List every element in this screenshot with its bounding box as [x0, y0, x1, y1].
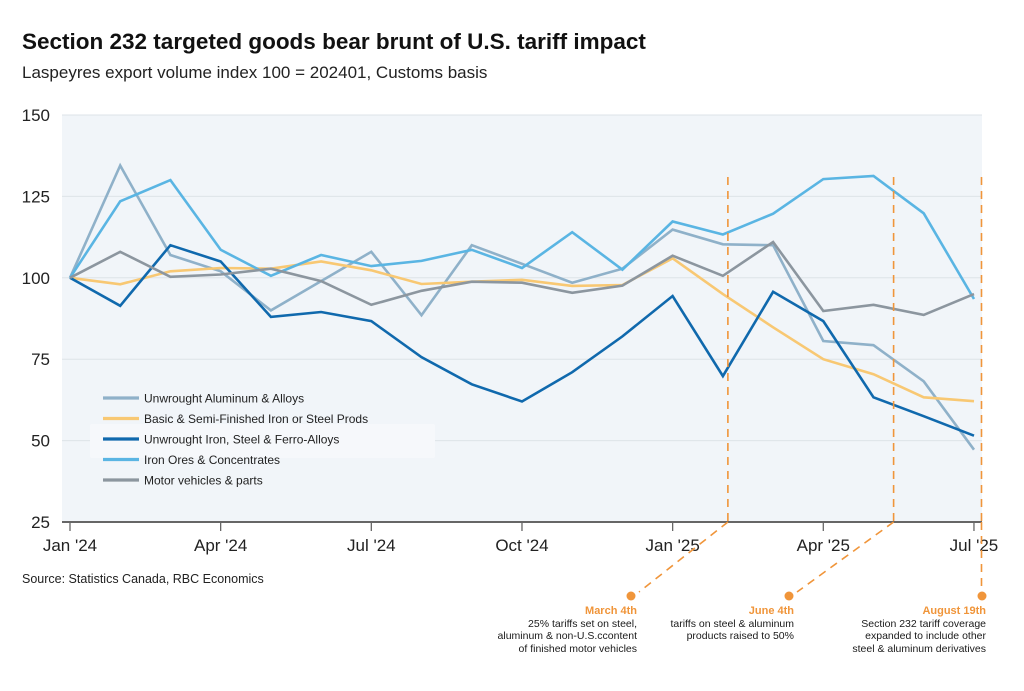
annotation-note: August 19th Section 232 tariff coverage ex…	[852, 605, 986, 655]
annotation-dot	[626, 591, 636, 601]
annotation-note: June 4th tariffs on steel & aluminum produ…	[670, 605, 794, 643]
annotation-markers	[626, 177, 987, 601]
annotation-text: aluminum & non-U.S.ccontent	[497, 630, 637, 642]
x-axis: Jan '24 Apr '24 Jul '24 Oct '24 Jan '25 Apr '…	[43, 521, 999, 555]
annotation-text: Section 232 tariff coverage	[861, 617, 986, 630]
annotation-date: March 4th	[585, 605, 637, 617]
x-tick-label: Apr '25	[797, 536, 850, 555]
annotation-date: June 4th	[748, 605, 794, 617]
annotation-date: August 19th	[922, 605, 986, 617]
chart-subtitle: Laspeyres export volume index 100 = 2024…	[22, 63, 488, 82]
legend: Unwrought Aluminum & Alloys Basic & Semi-…	[103, 392, 368, 488]
y-tick-label: 150	[22, 106, 50, 125]
series-line-4	[69, 240, 975, 317]
x-tick-label: Jan '25	[645, 536, 699, 555]
y-tick-label: 75	[31, 350, 50, 369]
x-tick-label: Jul '25	[950, 536, 999, 555]
annotation-text: 25% tariffs set on steel,	[528, 617, 637, 630]
series-lines	[68, 162, 976, 451]
legend-label: Iron Ores & Concentrates	[144, 453, 280, 467]
legend-label: Unwrought Iron, Steel & Ferro-Alloys	[144, 433, 339, 447]
series-line-1	[69, 256, 975, 403]
annotation-text: of finished motor vehicles	[518, 642, 637, 655]
gridlines	[62, 114, 982, 442]
annotation-note: March 4th 25% tariffs set on steel, alumin…	[498, 605, 637, 655]
annotation-text: products raised to 50%	[686, 630, 794, 642]
y-tick-label: 100	[22, 269, 50, 288]
annotation-leader	[638, 521, 729, 593]
legend-background	[90, 424, 435, 458]
x-tick-label: Jul '24	[347, 536, 396, 555]
series-line-0	[68, 162, 976, 451]
y-tick-label: 50	[31, 432, 50, 451]
x-tick-label: Apr '24	[194, 536, 247, 555]
y-tick-label: 125	[22, 187, 50, 206]
annotation-dot	[977, 591, 987, 601]
annotation-text: tariffs on steel & aluminum	[670, 617, 794, 630]
legend-label: Motor vehicles & parts	[144, 474, 263, 488]
chart-title: Section 232 targeted goods bear brunt of…	[22, 29, 646, 54]
series-line-2	[69, 243, 975, 437]
legend-label: Basic & Semi-Finished Iron or Steel Prod…	[144, 412, 368, 426]
annotation-dot	[784, 591, 794, 601]
annotation-text: expanded to include other	[865, 630, 986, 642]
y-axis: 25 50 75 100 125 150	[22, 106, 50, 532]
x-tick-label: Jan '24	[43, 536, 97, 555]
y-tick-label: 25	[31, 513, 50, 532]
annotation-text: steel & aluminum derivatives	[852, 642, 986, 655]
legend-label: Unwrought Aluminum & Alloys	[144, 392, 304, 406]
x-tick-label: Oct '24	[495, 536, 548, 555]
series-line-3	[68, 174, 976, 300]
annotation-leader	[796, 521, 895, 593]
source-note: Source: Statistics Canada, RBC Economics	[22, 572, 264, 586]
